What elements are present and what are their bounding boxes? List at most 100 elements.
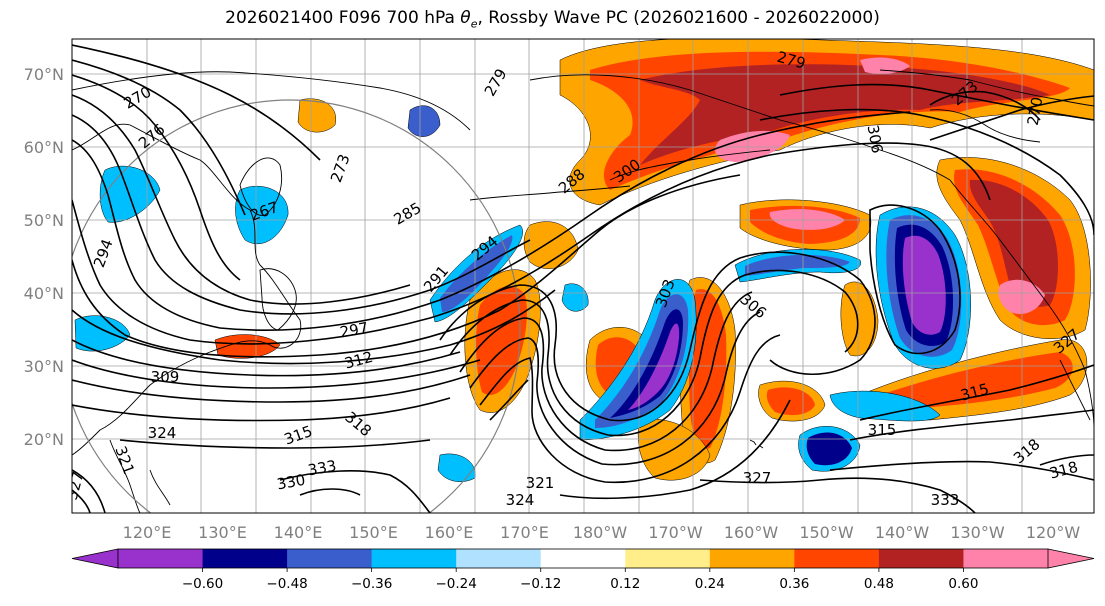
colorbar-band <box>371 549 457 568</box>
coast-aleutians <box>469 185 631 201</box>
shading-layer <box>74 39 1094 482</box>
range-circle <box>72 99 521 513</box>
longitude-label: 120°W <box>1026 523 1081 542</box>
negative-anomaly-south-ring <box>829 390 941 422</box>
contour-label: 333 <box>306 457 337 480</box>
longitude-labels: 120°E 130°E 140°E 150°E 160°E 170°E 180°W 170°W… <box>123 523 1081 542</box>
contour <box>759 108 1094 236</box>
colorbar-extend-over <box>1047 548 1095 569</box>
contour <box>779 83 1094 121</box>
colorbar-band <box>625 549 711 568</box>
contour <box>72 114 531 315</box>
coast-philippines <box>109 439 171 513</box>
contour-label: 306 <box>864 123 887 154</box>
coast-arctic-na <box>879 69 1094 107</box>
contour <box>829 460 1094 481</box>
longitude-label: 160°W <box>724 523 779 542</box>
colorbar-tick-label: 0.36 <box>779 576 809 592</box>
contour <box>72 469 106 513</box>
longitude-label: 140°E <box>274 523 323 542</box>
coast-canada-islands <box>929 109 1041 143</box>
contour <box>489 379 791 500</box>
map-frame <box>71 38 1095 514</box>
positive-anomaly-peak-2 <box>860 57 910 74</box>
contour <box>459 291 753 452</box>
contour <box>849 409 1094 441</box>
colorbar-tick-label: −0.12 <box>520 576 561 592</box>
negative-anomaly-west-1 <box>407 105 441 137</box>
longitude-label: 130°W <box>950 523 1005 542</box>
colorbar-tick-label: 0.24 <box>695 576 725 592</box>
contour-label: 327 <box>743 469 772 487</box>
theta-e-contours <box>72 44 1094 513</box>
colorbar-tick-label: 0.48 <box>864 576 894 592</box>
contour <box>859 364 1094 421</box>
colorbar-tick-label: −0.60 <box>182 576 223 592</box>
contour-label: 309 <box>151 368 180 386</box>
colorbar-band <box>963 549 1049 568</box>
contour-label: 297 <box>338 319 369 342</box>
positive-anomaly-west-1 <box>297 98 337 133</box>
contour-label: 324 <box>148 424 177 442</box>
coastlines <box>72 69 1094 513</box>
contour-label: 324 <box>506 491 535 509</box>
longitude-label: 150°W <box>799 523 854 542</box>
contour-label: 270 <box>1024 95 1047 126</box>
contour-label: 315 <box>868 421 897 439</box>
positive-anomaly-north-max <box>640 64 1050 165</box>
contour <box>72 374 471 403</box>
longitude-label: 170°E <box>500 523 549 542</box>
latitude-label: 30°N <box>24 357 64 376</box>
contour <box>449 269 859 437</box>
contour-label: 330 <box>275 471 306 494</box>
positive-anomaly-west-2 <box>214 334 281 359</box>
contour <box>299 488 361 496</box>
coast-siberia <box>72 71 471 131</box>
colorbar-band <box>118 549 204 568</box>
contour <box>72 489 91 513</box>
longitude-label: 160°E <box>425 523 474 542</box>
longitude-label: 180°W <box>573 523 628 542</box>
coast-baja <box>1059 359 1091 421</box>
contour <box>72 289 556 365</box>
map-title: 2026021400 F096 700 hPa θe, Rossby Wave … <box>225 8 880 31</box>
longitude-label: 150°E <box>349 523 398 542</box>
negative-anomaly-central-4 <box>628 323 680 410</box>
colorbar-band <box>878 549 964 568</box>
contour <box>439 251 876 422</box>
colorbar-band <box>202 549 288 568</box>
contour <box>72 142 991 345</box>
longitude-label: 120°E <box>123 523 172 542</box>
coast-hawaii <box>749 439 764 449</box>
negative-anomaly-gulf-4 <box>902 235 946 335</box>
negative-anomaly-south-2 <box>806 432 852 466</box>
colorbar-band <box>709 549 795 568</box>
contour <box>72 174 741 358</box>
latitude-labels: 70°N 60°N 50°N 40°N 30°N 20°N <box>24 65 64 449</box>
positive-anomaly-aleutian-peak <box>769 209 845 230</box>
contour <box>72 339 461 377</box>
colorbar-tick-label: −0.36 <box>351 576 392 592</box>
negative-anomaly-west-6 <box>561 283 589 312</box>
colorbar-band <box>540 549 626 568</box>
colorbar-band <box>794 549 880 568</box>
colorbar-tick-label: 0.60 <box>948 576 978 592</box>
contour <box>72 397 451 422</box>
coast-alaska <box>529 74 951 181</box>
contour <box>72 94 411 305</box>
coast-kamchatka <box>239 157 283 216</box>
contour <box>72 359 481 389</box>
contour <box>699 477 976 513</box>
colorbar-tick-label: 0.12 <box>610 576 640 592</box>
contour <box>72 111 911 331</box>
positive-anomaly-central-3-strong <box>688 289 727 449</box>
colorbar-tick-label: −0.24 <box>435 576 476 592</box>
negative-anomaly-central-3 <box>610 309 683 418</box>
contour <box>72 44 321 161</box>
latitude-label: 50°N <box>24 211 64 230</box>
colorbar-extend-under <box>71 548 119 569</box>
longitude-label: 140°W <box>875 523 930 542</box>
theta-symbol: θ <box>460 8 471 28</box>
latitude-label: 60°N <box>24 138 64 157</box>
negative-anomaly-west-4 <box>74 315 131 352</box>
